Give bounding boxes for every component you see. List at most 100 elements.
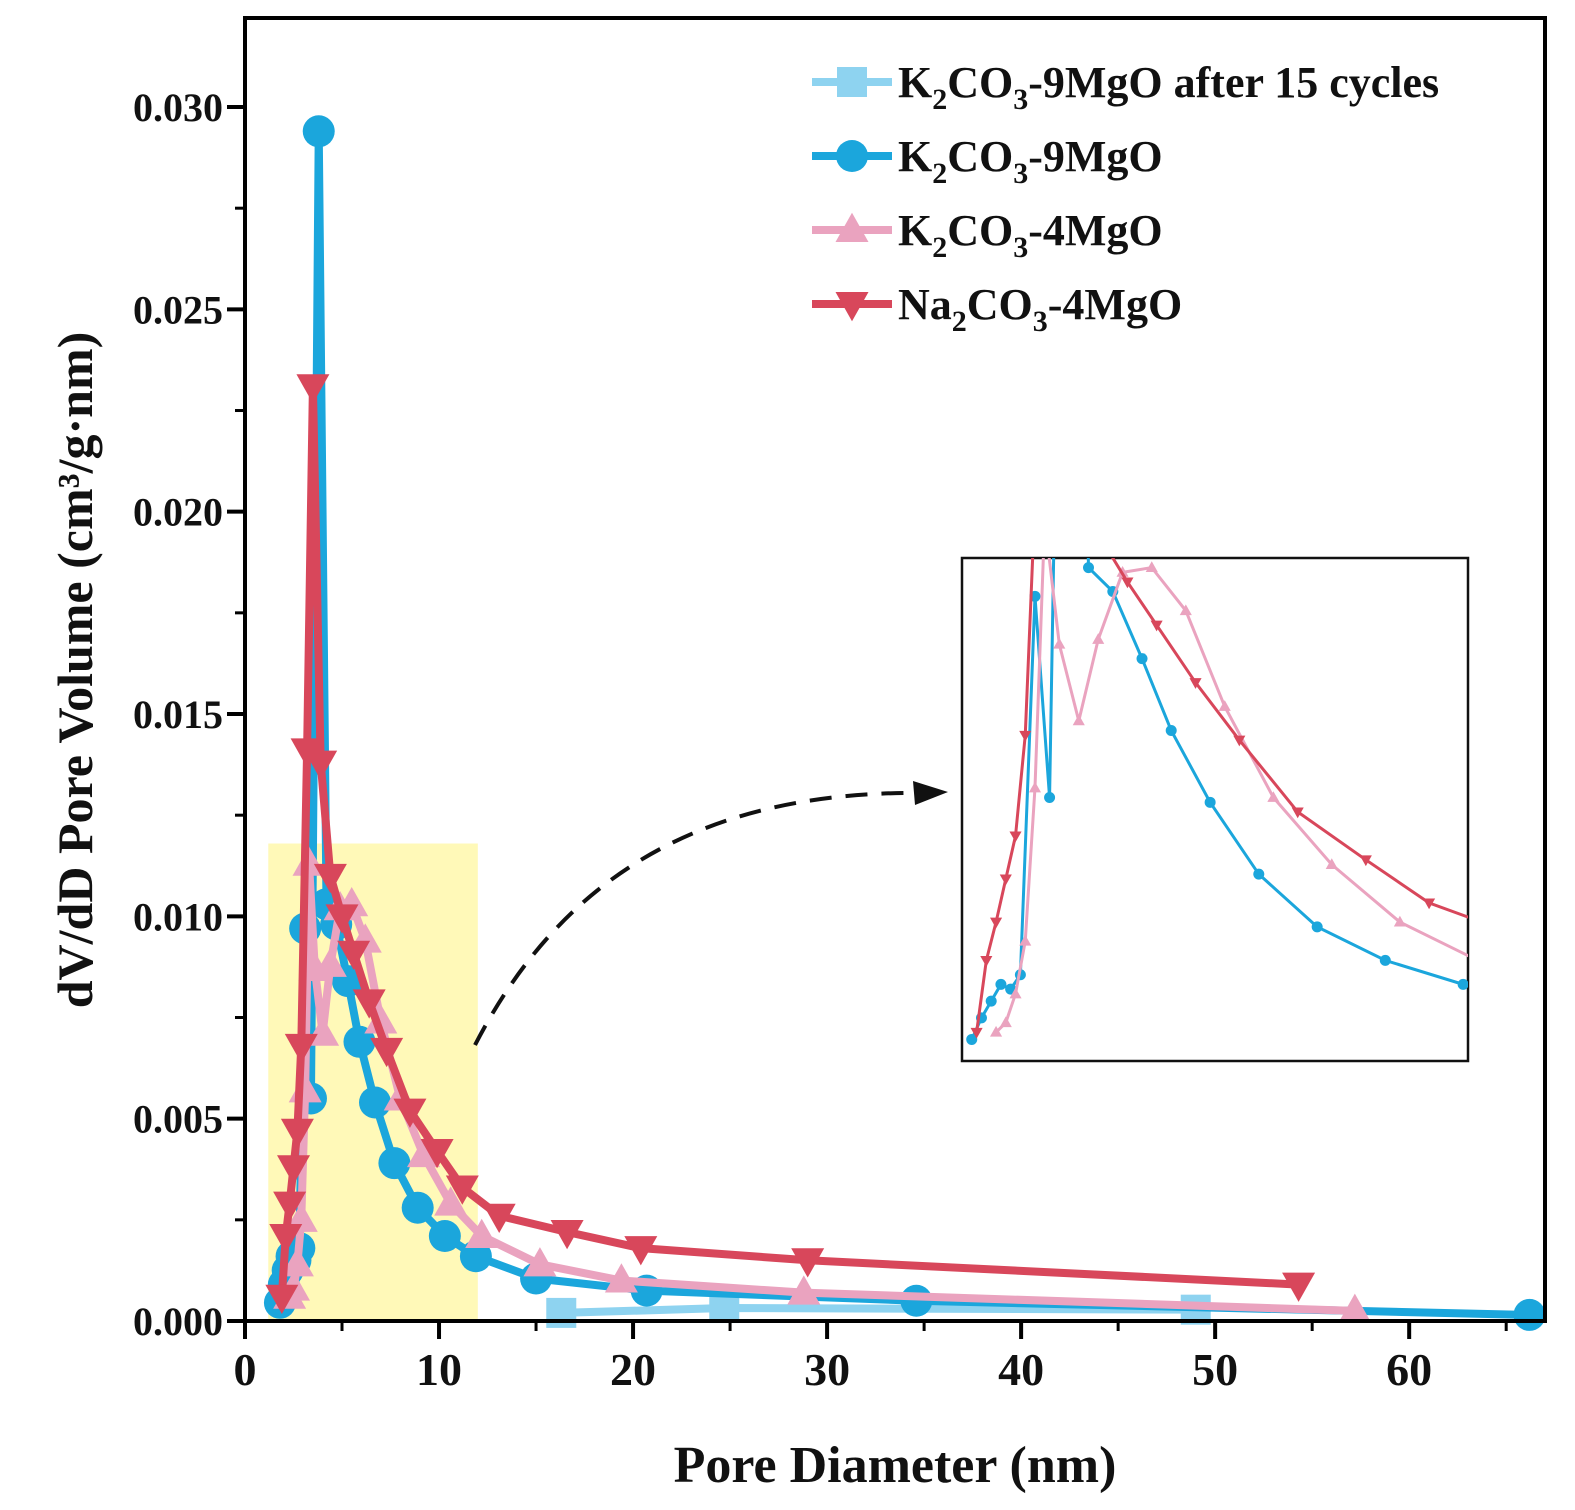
legend: K2CO3-9MgO after 15 cyclesK2CO3-9MgOK2CO…: [812, 58, 1439, 338]
inset-data-point: [1189, 678, 1202, 689]
legend-text-part: Na: [898, 280, 952, 329]
legend-text-part: -9MgO after 15 cycles: [1028, 58, 1439, 107]
data-point: [359, 1086, 391, 1119]
x-tick-label: 0: [234, 1344, 257, 1395]
inset-data-point: [1165, 724, 1177, 736]
data-point: [269, 1224, 303, 1254]
legend-marker: [835, 292, 869, 322]
x-tick-label: 20: [610, 1344, 656, 1395]
y-tick-label: 0.005: [133, 1097, 223, 1142]
inset-data-point: [1457, 978, 1468, 990]
series-line: [277, 382, 1299, 1297]
data-point: [304, 750, 338, 780]
x-tick-label: 10: [416, 1344, 462, 1395]
legend-subscript: 3: [1033, 305, 1048, 338]
inset-data-point: [1092, 530, 1104, 541]
data-point: [280, 1118, 314, 1149]
data-point: [313, 863, 347, 894]
y-tick-label: 0.000: [133, 1299, 223, 1344]
inset-data-point: [1145, 561, 1158, 572]
inset-data-point: [1311, 921, 1323, 933]
legend-marker: [835, 212, 869, 242]
legend-subscript: 2: [932, 157, 947, 190]
data-point: [352, 989, 386, 1019]
legend-entry: Na2CO3-4MgO: [812, 280, 1182, 338]
inset-data-point: [1072, 714, 1085, 726]
tick-labels: 0 10 20 30 40 50 60 0.000 0.005 0.010 0.015 0.020 0.…: [133, 85, 1432, 1395]
data-point: [791, 1248, 825, 1278]
inset-data-point: [1472, 954, 1484, 965]
inset-data-point: [1053, 637, 1066, 649]
inset-plot-area: [966, 396, 1484, 1045]
inset-data-point: [1044, 792, 1056, 804]
data-point: [1282, 1272, 1316, 1302]
legend-label: K2CO3-4MgO: [898, 206, 1163, 264]
x-tick-label: 40: [998, 1344, 1044, 1395]
inset-data-point: [1068, 396, 1080, 407]
data-point: [378, 1147, 411, 1180]
inset-data-point: [1233, 735, 1246, 747]
inset-data-point: [1121, 577, 1134, 589]
legend-text-part: CO: [967, 280, 1033, 329]
inset-data-point: [1150, 620, 1163, 632]
inset-data-point: [1179, 604, 1192, 616]
inset-series-layer: [966, 396, 1484, 1045]
data-point: [407, 1137, 441, 1168]
legend-subscript: 3: [1013, 231, 1028, 264]
legend-entry: K2CO3-9MgO: [812, 132, 1163, 190]
inset-data-point: [990, 1025, 1003, 1037]
legend-text-part: -4MgO: [1028, 206, 1162, 255]
legend-label: Na2CO3-4MgO: [898, 280, 1182, 338]
inset-series-2: [990, 558, 1484, 1037]
data-point: [434, 1186, 468, 1216]
inset-data-point: [1325, 858, 1338, 869]
data-point: [787, 1275, 821, 1305]
y-tick-label: 0.025: [133, 287, 223, 332]
inset-data-point: [1092, 633, 1105, 644]
inset-data-point: [966, 1033, 978, 1045]
data-point: [428, 1220, 461, 1253]
x-tick-label: 60: [1386, 1344, 1432, 1395]
data-point: [325, 904, 359, 934]
inset-data-point: [1218, 700, 1231, 711]
series-layer: [263, 115, 1546, 1331]
inset-series-line: [975, 558, 1468, 1033]
inset-data-point: [985, 995, 997, 1007]
data-point: [265, 1284, 299, 1314]
data-point: [445, 1175, 479, 1205]
data-point: [1513, 1298, 1546, 1331]
inset-data-point: [1379, 954, 1391, 966]
inset-data-point: [1359, 855, 1372, 867]
legend-label: K2CO3-9MgO after 15 cycles: [898, 58, 1439, 116]
inset-data-point: [980, 956, 993, 967]
y-axis-title: dV/dD Pore Volume (cm³/g·nm): [47, 332, 103, 1009]
inset-data-point: [990, 917, 1003, 929]
series-3: [265, 374, 1316, 1314]
inset-zoom: [960, 396, 1484, 1063]
inset-data-point: [1267, 791, 1280, 802]
inset-data-point: [1009, 831, 1022, 843]
legend-subscript: 2: [932, 83, 947, 116]
legend-text-part: -9MgO: [1028, 132, 1162, 181]
legend-text-part: CO: [947, 58, 1013, 107]
data-point: [604, 1263, 638, 1293]
legend-subscript: 2: [952, 305, 967, 338]
data-point: [550, 1219, 584, 1250]
data-point: [546, 1297, 577, 1328]
y-tick-label: 0.010: [133, 894, 223, 939]
y-tick-label: 0.015: [133, 692, 223, 737]
x-tick-label: 50: [1192, 1344, 1238, 1395]
data-point: [420, 1139, 454, 1169]
data-point: [296, 374, 330, 404]
legend-label: K2CO3-9MgO: [898, 132, 1163, 190]
inset-data-point: [1009, 987, 1022, 999]
legend-text-part: K: [898, 206, 932, 255]
data-point: [370, 1037, 404, 1068]
inset-data-point: [1393, 915, 1406, 927]
x-tick-label: 30: [804, 1344, 850, 1395]
inset-data-point: [1019, 934, 1032, 946]
data-point: [482, 1203, 516, 1234]
data-point: [364, 1004, 398, 1034]
legend-text-part: CO: [947, 132, 1013, 181]
data-point: [284, 1033, 318, 1064]
